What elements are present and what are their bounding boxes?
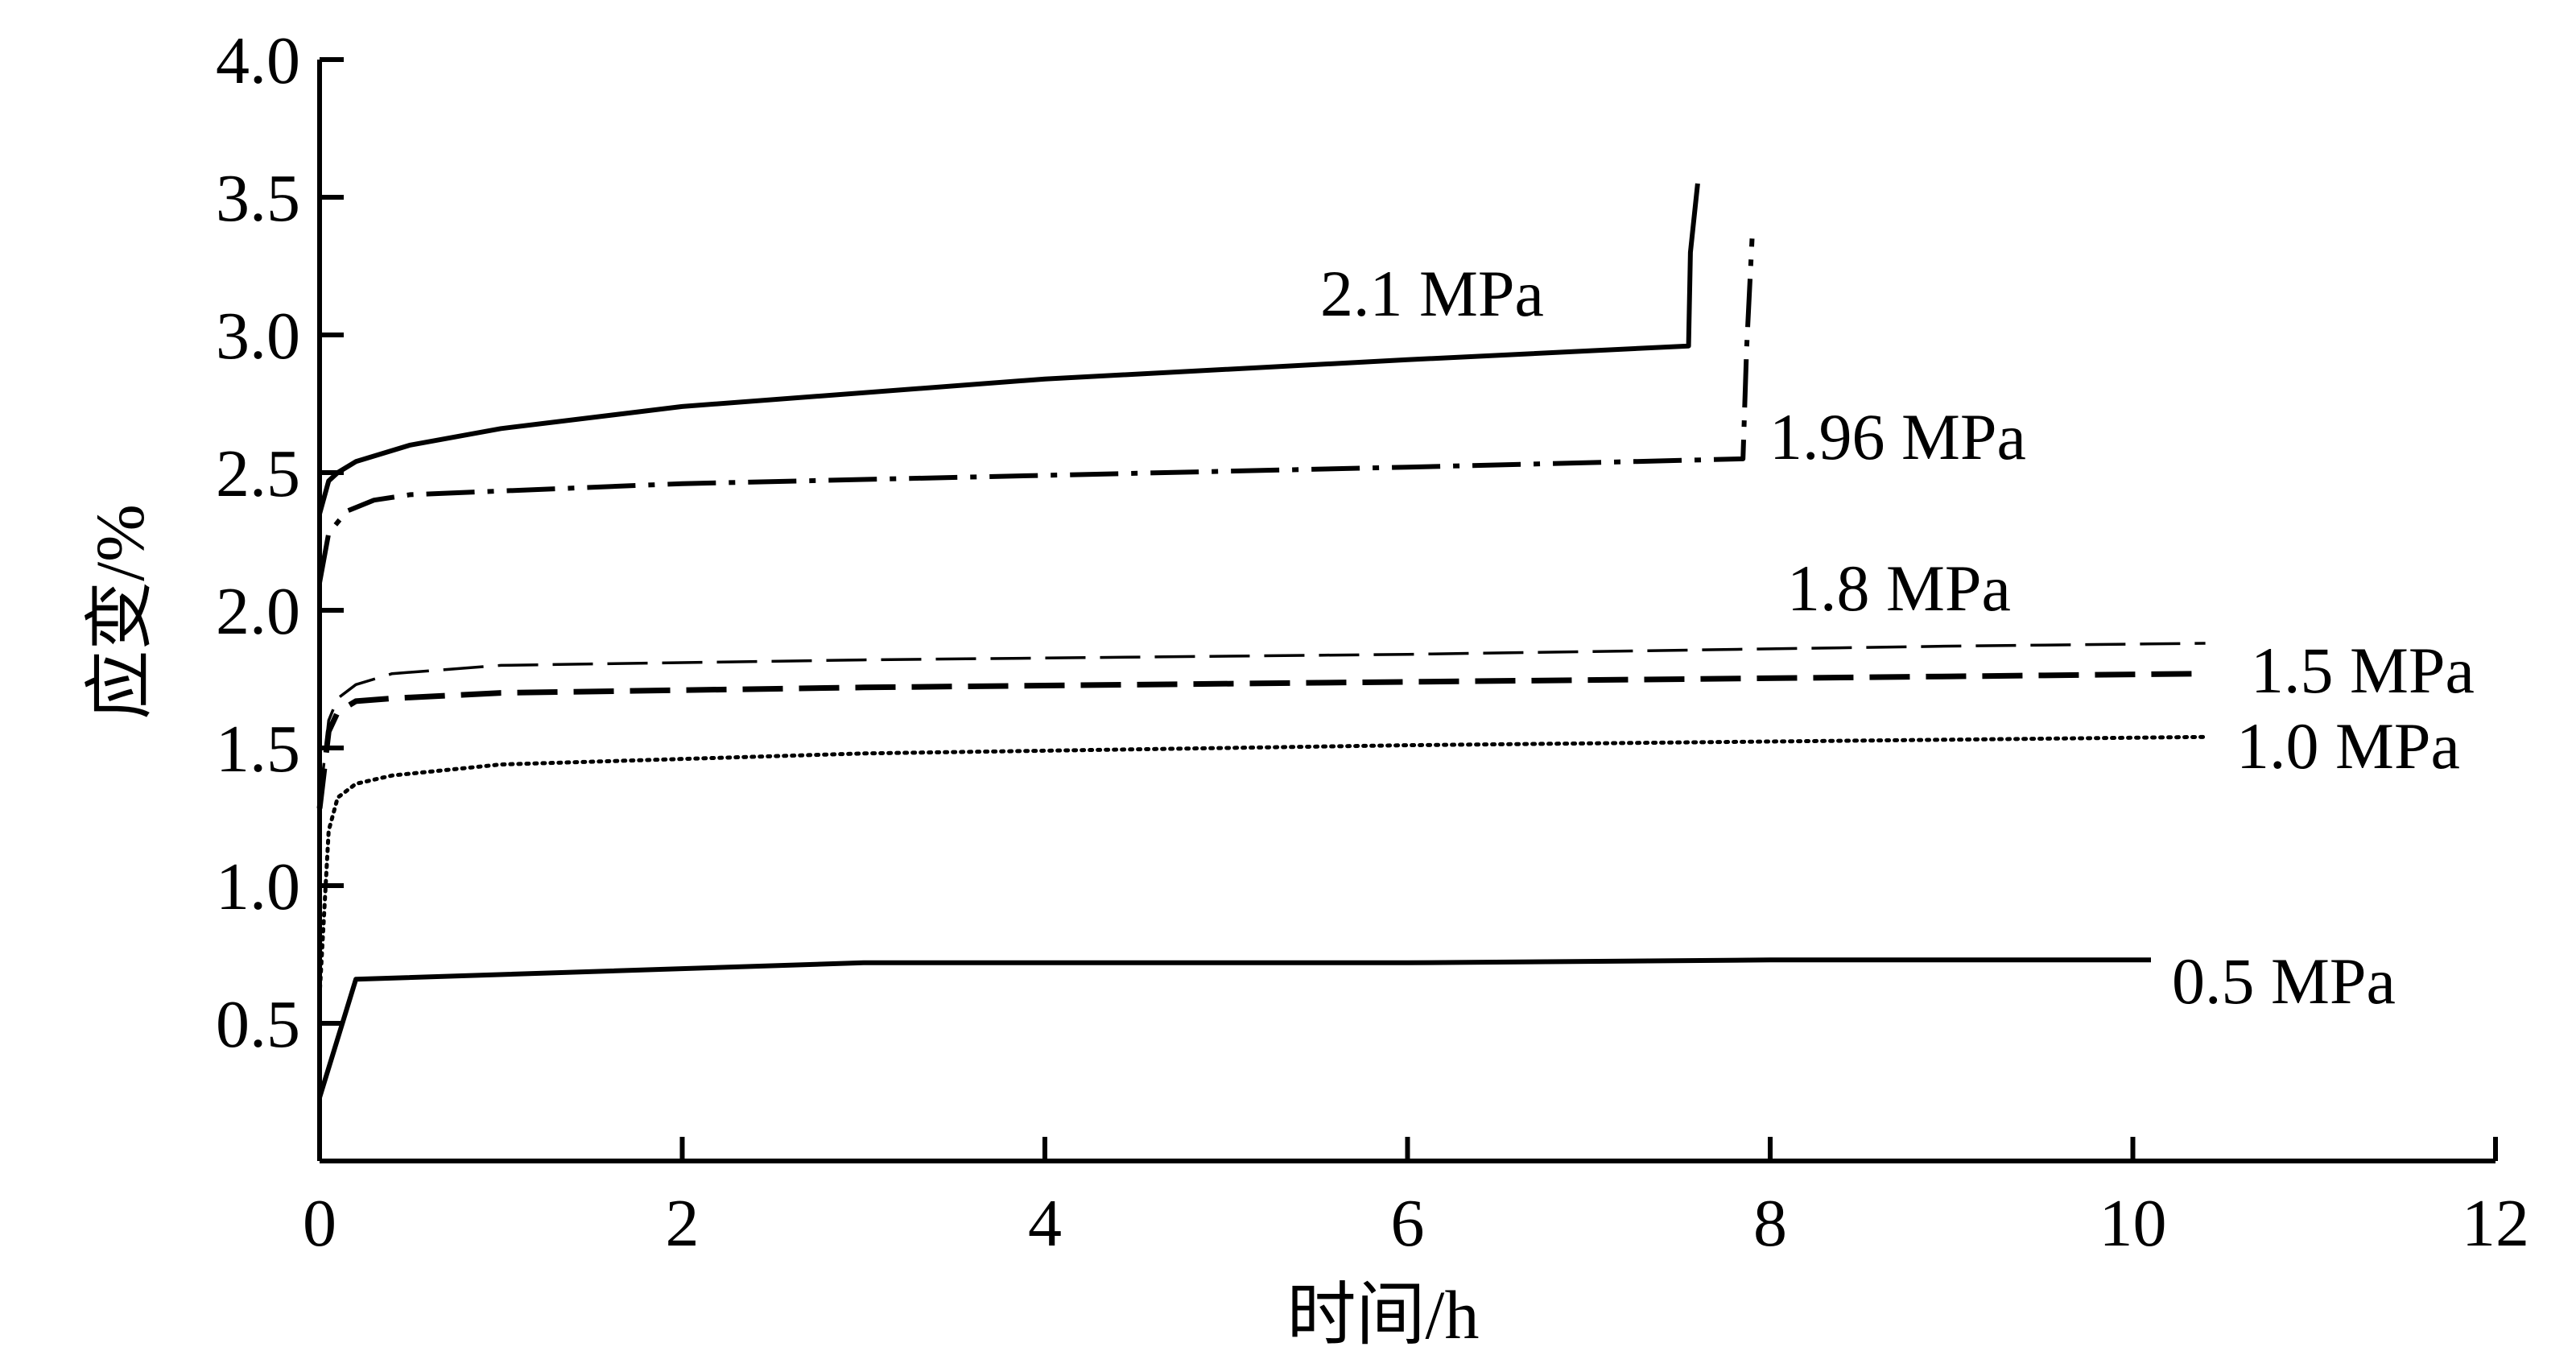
series-line-1-96-mpa [317, 238, 1755, 584]
x-tick-label: 8 [1753, 1186, 1787, 1261]
series-line-1-8-mpa [318, 642, 2206, 804]
x-tick-label: 12 [2462, 1186, 2529, 1261]
series-line-2-1-mpa [317, 183, 1700, 515]
series-label-0-5-mpa: 0.5 MPa [2172, 944, 2396, 1018]
series-label-1-8-mpa: 1.8 MPa [1787, 552, 2011, 625]
y-tick-label: 2.5 [216, 436, 300, 511]
series-label-1-5-mpa: 1.5 MPa [2251, 634, 2475, 707]
x-tick-label: 4 [1028, 1186, 1062, 1261]
y-axis-label: 应变/% [81, 504, 159, 720]
x-axis-label: 时间/h [1287, 1276, 1480, 1351]
axes [317, 60, 2496, 1163]
y-tick-label: 1.0 [216, 849, 300, 924]
series-label-2-1-mpa: 2.1 MPa [1320, 257, 1544, 330]
y-tick-label: 0.5 [216, 987, 300, 1062]
y-tick-label: 1.5 [216, 712, 300, 787]
series-layer [316, 183, 2208, 1099]
series-line-1-5-mpa [316, 671, 2206, 809]
x-tick-label: 2 [666, 1186, 700, 1261]
y-tick-label: 2.0 [216, 574, 300, 649]
y-tick-label: 3.0 [216, 299, 300, 374]
series-label-1-0-mpa: 1.0 MPa [2236, 709, 2460, 783]
y-tick-label: 3.5 [216, 161, 300, 236]
series-line-1-0-mpa [317, 734, 2208, 998]
series-labels: 2.1 MPa 1.96 MPa 1.8 MPa 1.5 MPa 1.0 MPa… [1320, 257, 2475, 1018]
series-line-0-5-mpa [317, 957, 2151, 1099]
y-tick-label: 4.0 [216, 23, 300, 98]
tick-marks: 0 2 4 6 8 10 12 0.5 1.0 1.5 2.0 2.5 3.0 3.5 4.0 [216, 23, 2529, 1261]
x-tick-label: 6 [1391, 1186, 1425, 1261]
x-tick-label: 0 [303, 1186, 336, 1261]
x-tick-label: 10 [2099, 1186, 2167, 1261]
series-label-1-96-mpa: 1.96 MPa [1769, 400, 2026, 473]
